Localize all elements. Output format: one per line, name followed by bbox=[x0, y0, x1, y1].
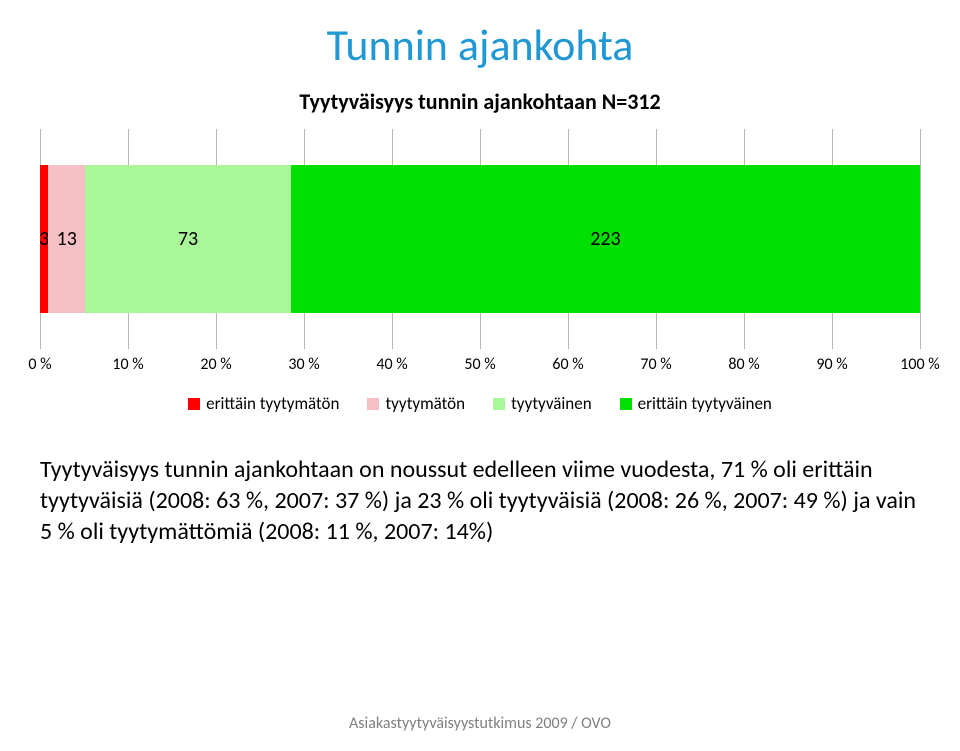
footer-text: Asiakastyytyväisyystutkimus 2009 / OVO bbox=[0, 714, 960, 733]
x-tick-label: 50 % bbox=[464, 355, 495, 374]
bar-segment-erittain_tyytymaton: 3 bbox=[40, 165, 48, 313]
stacked-bar-chart: 31373223 0 %10 %20 %30 %40 %50 %60 %70 %… bbox=[40, 129, 920, 414]
x-tick-label: 30 % bbox=[288, 355, 319, 374]
page-title: Tunnin ajankohta bbox=[40, 18, 920, 72]
x-tick-label: 40 % bbox=[376, 355, 407, 374]
legend-item: erittäin tyytyväinen bbox=[620, 393, 772, 414]
bar-track: 31373223 bbox=[40, 165, 920, 313]
x-tick-label: 60 % bbox=[552, 355, 583, 374]
legend-label: erittäin tyytyväinen bbox=[638, 393, 772, 414]
legend-item: tyytymätön bbox=[367, 393, 465, 414]
x-tick-label: 10 % bbox=[112, 355, 143, 374]
x-tick-label: 100 % bbox=[900, 355, 939, 374]
legend-swatch bbox=[188, 398, 200, 410]
chart-subtitle: Tyytyväisyys tunnin ajankohtaan N=312 bbox=[40, 88, 920, 115]
bar-segment-erittain_tyytyvainen: 223 bbox=[291, 165, 920, 313]
x-tick-label: 80 % bbox=[728, 355, 759, 374]
chart-legend: erittäin tyytymätön tyytymätön tyytyväinen… bbox=[40, 393, 920, 414]
bar-segment-tyytymaton: 13 bbox=[48, 165, 85, 313]
x-tick-label: 0 % bbox=[28, 355, 51, 374]
plot-area: 31373223 bbox=[40, 129, 920, 349]
legend-swatch bbox=[620, 398, 632, 410]
body-paragraph: Tyytyväisyys tunnin ajankohtaan on nouss… bbox=[40, 454, 920, 548]
legend-item: erittäin tyytymätön bbox=[188, 393, 339, 414]
legend-swatch bbox=[493, 398, 505, 410]
legend-item: tyytyväinen bbox=[493, 393, 592, 414]
legend-label: tyytymätön bbox=[385, 393, 465, 414]
legend-label: erittäin tyytymätön bbox=[206, 393, 339, 414]
gridline bbox=[920, 129, 921, 349]
x-axis-labels: 0 %10 %20 %30 %40 %50 %60 %70 %80 %90 %1… bbox=[40, 355, 920, 383]
x-tick-label: 70 % bbox=[640, 355, 671, 374]
bar-segment-tyytyvainen: 73 bbox=[85, 165, 291, 313]
x-tick-label: 20 % bbox=[200, 355, 231, 374]
slide-page: Tunnin ajankohta Tyytyväisyys tunnin aja… bbox=[0, 0, 960, 751]
legend-label: tyytyväinen bbox=[511, 393, 592, 414]
legend-swatch bbox=[367, 398, 379, 410]
x-tick-label: 90 % bbox=[816, 355, 847, 374]
